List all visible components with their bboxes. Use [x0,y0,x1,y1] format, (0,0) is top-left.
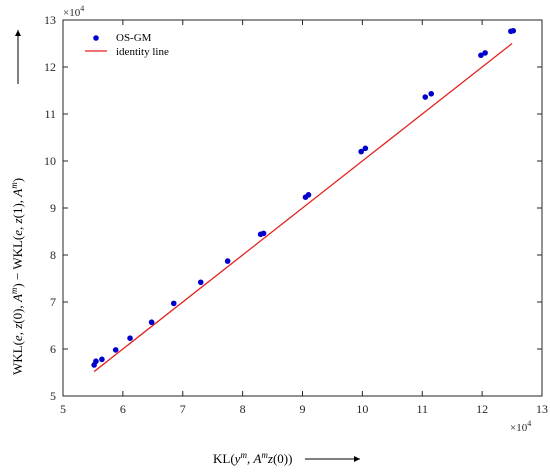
y-tick-label: 10 [44,154,56,168]
x-tick-label: 7 [180,402,186,416]
x-axis-ticks: 5 6 7 8 9 10 11 12 13 [60,20,548,416]
x-tick-label: 12 [476,402,488,416]
os-gm-point [170,300,177,307]
os-gm-point [510,28,517,34]
x-tick-label: 10 [356,402,368,416]
os-gm-point [99,356,105,363]
os-gm-point [482,50,488,56]
os-gm-point [197,279,204,286]
os-gm-point [358,148,364,155]
os-gm-point [362,145,369,152]
y-tick-label: 8 [50,248,56,262]
os-gm-point [127,335,133,341]
legend-label-identity-line: identity line [116,46,169,58]
y-axis-ticks: 5 6 7 8 9 10 11 12 13 [44,13,542,403]
y-axis-label: WKL(e, z(0), Am) − WKL(e, z(1), Am) [9,30,25,375]
x-axis-label: KL(ym, Amz(0)) [213,450,360,466]
y-tick-label: 5 [50,389,56,403]
legend-label-os-gm: OS-GM [116,32,152,44]
svg-text:WKL(e, z(0), Am) − WKL(e, z(1): WKL(e, z(0), Am) − WKL(e, z(1), Am) [9,178,25,375]
x-tick-label: 6 [120,402,126,416]
os-gm-point [478,52,484,59]
y-tick-label: 12 [44,60,56,74]
y-tick-label: 13 [44,13,56,27]
legend: OS-GM identity line [85,32,169,58]
y-tick-label: 6 [50,342,56,356]
x-tick-label: 13 [536,402,548,416]
os-gm-point [428,90,435,97]
os-gm-point [260,230,267,237]
os-gm-point [305,192,312,198]
x-axis-exponent: ×104 [510,419,531,434]
os-gm-point [422,94,429,100]
os-gm-point [93,358,99,365]
y-tick-label: 7 [50,295,56,309]
svg-text:KL(ym, Amz(0)): KL(ym, Amz(0)) [213,450,292,466]
x-tick-label: 5 [60,402,66,416]
y-tick-label: 9 [50,201,56,215]
x-tick-label: 11 [416,402,428,416]
os-gm-point [112,347,119,353]
os-gm-point [224,258,231,264]
y-tick-label: 11 [44,107,56,121]
series-layer [91,28,517,373]
legend-marker-os-gm [93,35,99,41]
x-tick-label: 8 [240,402,246,416]
y-axis-exponent: ×104 [63,4,84,19]
os-gm-point [148,319,155,326]
x-tick-label: 9 [300,402,306,416]
identity-line [93,42,513,373]
